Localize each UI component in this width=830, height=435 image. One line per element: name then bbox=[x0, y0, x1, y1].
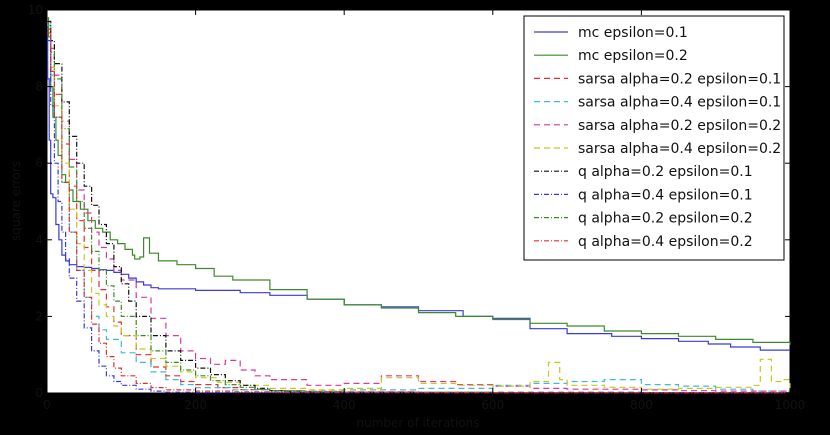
legend-label-4: sarsa alpha=0.4 epsilon=0.1 bbox=[578, 95, 781, 111]
legend-label-10: q alpha=0.4 epsilon=0.2 bbox=[578, 234, 753, 250]
series-line-6 bbox=[47, 20, 791, 391]
x-tick-label: 0 bbox=[43, 398, 51, 412]
legend-label-3: sarsa alpha=0.2 epsilon=0.1 bbox=[578, 71, 781, 87]
series-line-5 bbox=[47, 20, 790, 392]
y-tick-label: 4 bbox=[35, 233, 43, 247]
y-tick-label: 8 bbox=[35, 80, 43, 94]
x-tick-label: 1000 bbox=[775, 398, 806, 412]
legend-box bbox=[523, 15, 785, 261]
axis-ticks: 0 200 400 600 800 1000 0 2 4 6 8 10 bbox=[28, 3, 806, 412]
series-line-8 bbox=[47, 40, 790, 394]
x-tick-label: 800 bbox=[630, 398, 653, 412]
legend-label-8: q alpha=0.4 epsilon=0.1 bbox=[578, 187, 753, 203]
legend-label-9: q alpha=0.2 epsilon=0.2 bbox=[578, 211, 753, 227]
series-line-9 bbox=[47, 28, 790, 394]
y-axis-label: square errors bbox=[9, 161, 23, 241]
series-layer bbox=[47, 17, 791, 394]
legend-label-1: mc epsilon=0.1 bbox=[578, 25, 688, 41]
series-line-2 bbox=[47, 17, 791, 346]
legend: mc epsilon=0.1 mc epsilon=0.2 sarsa alpha=… bbox=[523, 15, 785, 261]
series-line-4 bbox=[47, 24, 790, 392]
x-tick-label: 600 bbox=[481, 398, 504, 412]
series-line-10 bbox=[47, 28, 790, 394]
legend-label-6: sarsa alpha=0.4 epsilon=0.2 bbox=[578, 141, 781, 157]
y-tick-label: 6 bbox=[35, 156, 43, 170]
x-tick-label: 200 bbox=[184, 398, 207, 412]
y-tick-label: 10 bbox=[28, 3, 43, 17]
y-tick-label: 0 bbox=[35, 386, 43, 400]
series-line-1 bbox=[47, 24, 790, 351]
legend-label-2: mc epsilon=0.2 bbox=[578, 48, 688, 64]
x-axis-label: number of iterations bbox=[357, 416, 480, 430]
y-tick-label: 2 bbox=[35, 309, 43, 323]
legend-label-5: sarsa alpha=0.2 epsilon=0.2 bbox=[578, 118, 781, 134]
legend-label-7: q alpha=0.2 epsilon=0.1 bbox=[578, 164, 753, 180]
x-tick-label: 400 bbox=[333, 398, 356, 412]
